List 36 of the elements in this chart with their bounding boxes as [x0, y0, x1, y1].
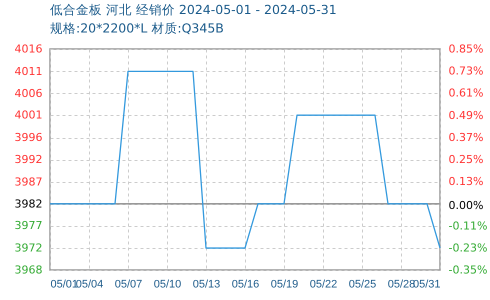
y-tick-label: 3992	[14, 153, 42, 166]
y2-tick-label: -0.23%	[448, 241, 488, 254]
y2-tick-label: -0.35%	[448, 264, 488, 276]
x-tick-label: 05/01	[50, 278, 78, 290]
x-tick-label: 05/31	[412, 278, 440, 290]
y2-tick-label: 0.13%	[448, 175, 484, 188]
y2-tick-label: 0.49%	[448, 108, 484, 122]
y-tick-label: 3982	[14, 197, 42, 210]
y2-tick-label: 0.25%	[448, 153, 484, 166]
x-tick-label: 05/25	[348, 278, 376, 290]
y2-tick-label: 0.85%	[448, 42, 484, 56]
x-tick-label: 05/13	[192, 278, 220, 290]
y2-tick-label: 0.61%	[448, 86, 484, 100]
y-tick-label: 3987	[14, 175, 42, 188]
x-tick-label: 05/10	[154, 278, 182, 290]
y-tick-label: 3968	[14, 264, 42, 276]
y-tick-label: 3977	[14, 219, 42, 232]
y-tick-label: 3996	[14, 131, 42, 144]
y2-tick-label: 0.37%	[448, 130, 484, 144]
y2-tick-label: 0.00%	[448, 199, 484, 212]
x-tick-label: 05/28	[388, 278, 416, 290]
y2-tick-label: 0.73%	[448, 64, 484, 78]
y2-tick-label: -0.11%	[448, 219, 488, 232]
chart-title: 低合金板 河北 经销价 2024-05-01 - 2024-05-31	[50, 2, 337, 17]
x-tick-label: 05/22	[310, 278, 338, 290]
line-series	[49, 70, 441, 249]
x-tick-label: 05/04	[76, 278, 104, 290]
y-tick-label: 4016	[14, 42, 42, 56]
y-tick-label: 3972	[14, 242, 42, 255]
x-tick-label: 05/16	[232, 278, 260, 290]
y-tick-label: 4011	[14, 64, 42, 78]
y-tick-label: 4006	[14, 86, 42, 100]
chart-subtitle: 规格:20*2200*L 材质:Q345B	[50, 20, 224, 36]
x-tick-label: 05/07	[114, 278, 142, 290]
x-tick-label: 05/19	[270, 278, 298, 290]
y-tick-label: 4001	[14, 108, 42, 122]
